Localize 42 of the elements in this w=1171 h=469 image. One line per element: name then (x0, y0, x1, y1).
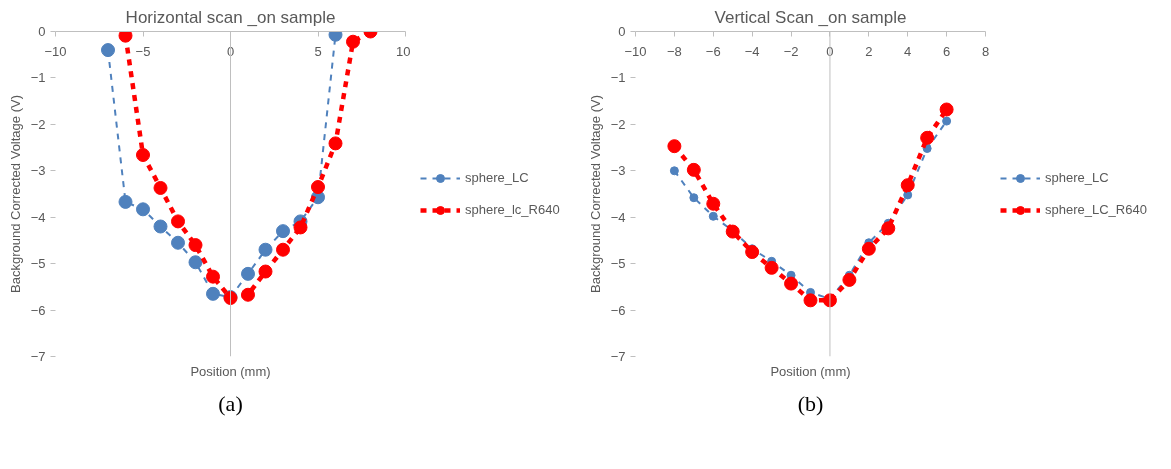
y-tick-label: −2 (610, 116, 626, 132)
y-tick-label: −2 (30, 116, 46, 132)
x-tick-label: −10 (44, 43, 67, 59)
y-tick-label: −6 (610, 302, 626, 318)
y-tick-label: −7 (30, 349, 46, 364)
x-tick-label: 2 (865, 43, 873, 59)
x-tick-label: −4 (744, 43, 760, 59)
y-tick-label: 0 (618, 24, 626, 39)
y-tick-label: −5 (610, 256, 626, 272)
y-tick-label: −6 (30, 302, 46, 318)
x-tick-label: −2 (783, 43, 799, 59)
y-axis-title: Background Corrected Voltage (V) (7, 95, 23, 293)
x-tick-label: −6 (705, 43, 721, 59)
y-tick-label: −4 (30, 209, 46, 225)
x-tick-label: 8 (981, 43, 990, 59)
y-tick-label: −4 (610, 209, 626, 225)
y-tick-label: −5 (30, 256, 46, 272)
x-tick-label: 0 (826, 43, 834, 59)
x-tick-label: 6 (943, 43, 951, 59)
y-tick-label: −3 (30, 163, 46, 179)
x-tick-label: 4 (904, 43, 912, 59)
legend-label: sphere_LC_R640 (1045, 202, 1147, 217)
text: (b) (797, 390, 824, 416)
x-axis-title: Position (mm) (190, 363, 271, 379)
y-tick-label: −3 (610, 163, 626, 179)
legend-label: sphere_lc_R640 (465, 202, 560, 217)
x-axis-title: Position (mm) (770, 363, 851, 379)
chart-title: Horizontal scan _on sample (125, 7, 336, 27)
y-tick-label: −1 (30, 70, 46, 86)
y-tick-label: −1 (610, 70, 626, 86)
x-tick-label: 5 (314, 43, 322, 59)
x-tick-label: −5 (135, 43, 151, 59)
legend-label: sphere_LC (465, 170, 529, 185)
text: (a) (218, 390, 243, 416)
legend-label: sphere_LC (1045, 170, 1109, 185)
x-tick-label: 10 (396, 43, 411, 59)
y-tick-label: −7 (610, 349, 626, 364)
x-tick-label: −10 (624, 43, 647, 59)
y-axis-title: Background Corrected Voltage (V) (587, 95, 603, 293)
chart-title: Vertical Scan _on sample (714, 7, 907, 27)
x-tick-label: −8 (666, 43, 682, 59)
y-tick-label: 0 (38, 24, 46, 39)
